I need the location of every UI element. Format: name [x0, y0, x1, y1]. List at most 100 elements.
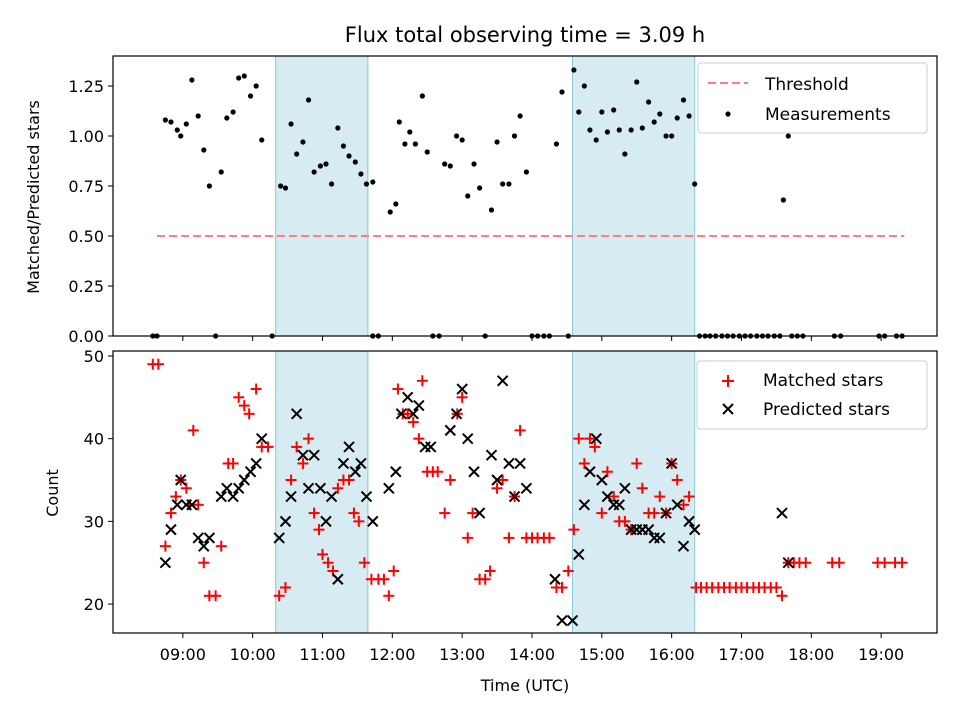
matched-star-point [462, 532, 474, 544]
measurement-point [195, 113, 201, 119]
legend-matched-label: Matched stars [763, 371, 883, 391]
predicted-star-point [401, 391, 414, 404]
matched-star-point [407, 416, 419, 428]
predicted-star-point [285, 490, 297, 503]
measurement-point [259, 137, 265, 143]
matched-star-point [503, 532, 515, 544]
matched-star-point [215, 540, 227, 552]
matched-star-point [631, 457, 643, 469]
bottom-shaded-interval [275, 350, 369, 634]
measurement-point [178, 133, 184, 139]
measurement-point [628, 127, 634, 133]
legend-threshold-label: Threshold [764, 75, 849, 95]
measurement-point [465, 193, 471, 199]
x-tick-label: 13:00 [439, 645, 485, 664]
measurement-point [587, 127, 593, 133]
matched-star-point [896, 557, 908, 569]
predicted-star-point [256, 432, 268, 445]
bottom-y-tick-label: 30 [84, 512, 104, 531]
predicted-star-point [159, 556, 172, 569]
measurement-point [346, 153, 352, 159]
matched-star-point [800, 557, 812, 569]
measurement-point [340, 143, 347, 149]
measurement-point [323, 161, 329, 167]
predicted-star-point [514, 457, 526, 470]
predicted-star-point [186, 499, 198, 511]
matched-star-point [273, 590, 285, 602]
x-tick-label: 15:00 [579, 645, 625, 664]
predicted-star-point [660, 507, 672, 519]
predicted-star-point [503, 457, 515, 470]
legend-measurements-label: Measurements [765, 105, 891, 125]
matched-star-point [879, 557, 891, 569]
matched-star-point [322, 557, 334, 569]
measurement-point [424, 149, 430, 155]
measurement-point [305, 97, 312, 103]
predicted-star-point [175, 474, 187, 486]
matched-star-point [608, 491, 620, 503]
predicted-star-point [383, 482, 395, 494]
matched-star-point [467, 507, 479, 519]
matched-star-point [514, 424, 526, 436]
predicted-star-point [462, 432, 474, 445]
matched-star-point [479, 573, 491, 585]
matched-star-point [573, 433, 585, 445]
legend-predicted-swatch [722, 403, 734, 415]
predicted-star-point [491, 474, 503, 486]
matched-star-point [285, 474, 297, 486]
matched-star-point [556, 582, 568, 594]
measurement-point [506, 181, 512, 187]
measurement-point [611, 107, 617, 113]
measurement-point [396, 119, 402, 125]
bottom-y-tick-label: 20 [84, 595, 104, 614]
measurement-point [500, 181, 506, 187]
x-tick-label: 16:00 [649, 645, 695, 664]
measurement-point [352, 159, 358, 165]
predicted-star-point [601, 490, 614, 503]
measurement-point [692, 181, 698, 187]
measurement-point [206, 183, 212, 189]
measurement-point [282, 185, 289, 191]
matched-star-point [170, 491, 182, 503]
measurement-point [407, 129, 413, 135]
measurement-point [168, 119, 174, 125]
measurement-point [236, 75, 242, 81]
bottom-axes: 20 30 40 50 09:00 10:00 11:00 12:00 13:00 14:00 15… [84, 347, 938, 664]
measurement-point [646, 99, 652, 105]
bottom-y-axis-label: Count [43, 469, 62, 517]
predicted-star-point [573, 548, 585, 561]
top-legend: Threshold Measurements [697, 62, 928, 134]
measurement-point [300, 139, 306, 145]
predicted-star-point [642, 523, 655, 536]
x-tick-label: 12:00 [369, 645, 415, 664]
predicted-star-point [232, 482, 245, 494]
matched-star-point [192, 499, 204, 511]
matched-star-point [776, 590, 788, 602]
predicted-star-point [671, 499, 683, 511]
measurement-point [201, 147, 207, 153]
measurement-point [680, 97, 687, 103]
measurement-point [453, 133, 460, 139]
predicted-star-point [367, 515, 379, 528]
predicted-star-point [325, 490, 338, 503]
measurement-point [317, 163, 323, 169]
measurement-point [412, 141, 418, 147]
predicted-star-point [343, 441, 355, 453]
predicted-star-point [485, 449, 498, 461]
predicted-star-point [192, 532, 204, 544]
matched-star-point [316, 548, 328, 560]
measurement-point [370, 179, 376, 185]
predicted-star-point [590, 432, 602, 445]
measurement-point [488, 207, 495, 213]
predicted-star-point [613, 499, 625, 511]
matched-star-point [392, 383, 404, 395]
measurement-point [277, 183, 284, 189]
predicted-star-point [468, 466, 480, 478]
predicted-star-point [360, 490, 373, 503]
predicted-star-point [198, 540, 210, 552]
x-tick-label: 18:00 [788, 645, 834, 664]
predicted-star-point [407, 408, 419, 420]
predicted-star-point [584, 466, 596, 478]
predicted-star-point [337, 457, 350, 470]
matched-star-point [619, 515, 631, 527]
